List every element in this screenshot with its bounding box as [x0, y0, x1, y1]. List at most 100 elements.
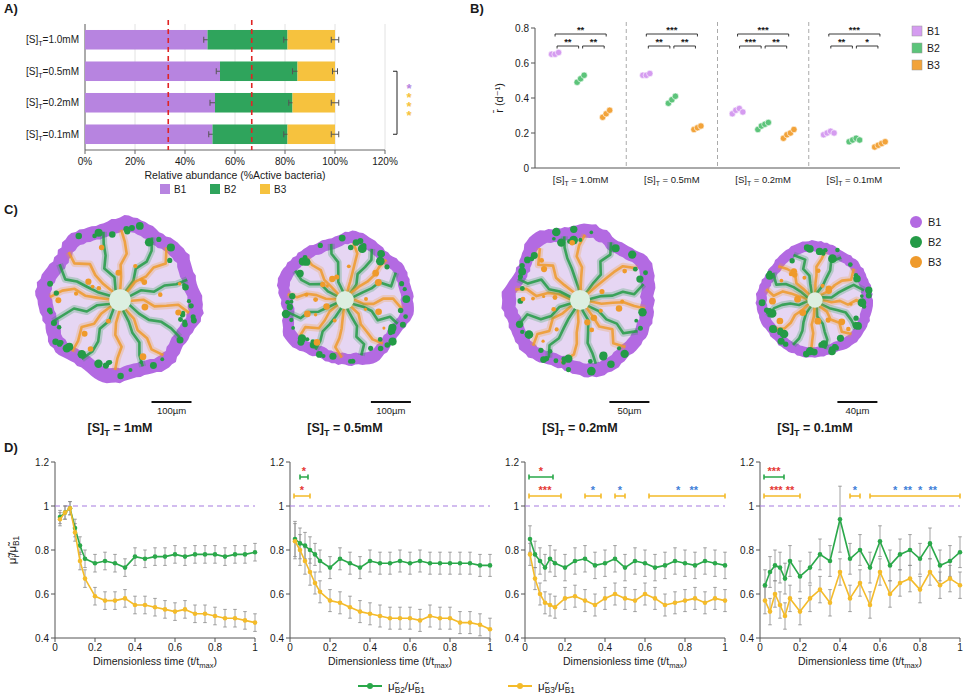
colony-cluster — [178, 282, 182, 286]
colony-cluster — [777, 318, 784, 325]
colony-cluster — [289, 318, 293, 322]
error-bar — [788, 546, 792, 577]
error-cap — [63, 506, 67, 507]
error-bar — [948, 565, 952, 591]
colony-cluster — [88, 346, 94, 352]
error-cap — [193, 605, 197, 606]
error-cap — [298, 534, 302, 535]
error-cap — [693, 552, 697, 553]
text-part: ) — [684, 655, 688, 667]
text-part: B) — [470, 1, 484, 16]
colony-cluster — [320, 282, 325, 287]
error-cap — [293, 558, 297, 559]
text-part: 0.4 — [505, 633, 519, 644]
error-cap — [468, 552, 472, 553]
text-part: [S] — [88, 421, 105, 435]
point — [828, 559, 833, 564]
tick-label: 0.6 — [740, 589, 754, 600]
point — [448, 616, 453, 621]
error-cap — [318, 580, 322, 581]
tick — [51, 462, 55, 463]
colony-cluster — [382, 327, 385, 330]
error-cap — [293, 521, 297, 522]
legend-swatch — [210, 184, 220, 194]
colony-cluster — [525, 332, 530, 337]
point — [318, 559, 323, 564]
error-cap — [143, 613, 147, 614]
error-cap — [548, 545, 552, 546]
error-bar — [478, 554, 482, 576]
point — [698, 123, 704, 129]
tick — [51, 594, 55, 595]
colony — [756, 240, 874, 358]
error-cap — [898, 596, 902, 597]
point — [303, 559, 308, 564]
error-cap — [868, 591, 872, 592]
category-label: [S]T = 0.5mM — [644, 174, 700, 187]
error-cap — [768, 624, 772, 625]
error-cap — [283, 37, 284, 43]
error-cap — [338, 131, 339, 137]
text-part: = 0.1mM — [842, 174, 882, 185]
error-cap — [388, 629, 392, 630]
text-part: 100% — [322, 156, 348, 167]
colony-cluster — [316, 351, 323, 358]
text-part: = 1mM — [110, 421, 153, 435]
tick-label: 0.2 — [515, 128, 529, 139]
category-label: [S]T=0.2mM — [26, 97, 79, 111]
point — [606, 107, 612, 113]
colony-cluster — [566, 367, 571, 372]
error-bar — [633, 590, 637, 612]
point — [348, 561, 353, 566]
colony-cluster — [531, 297, 535, 301]
text-part: *** — [539, 484, 553, 496]
tick-label: 80% — [275, 156, 295, 167]
text-part: =0.5mM — [43, 66, 79, 77]
axis-title: Relative abundance (%Active bacteria) — [145, 169, 326, 181]
colony-cluster — [291, 326, 295, 330]
colony-cluster — [520, 330, 524, 334]
error-cap — [488, 640, 492, 641]
error-cap — [338, 613, 342, 614]
error-cap — [253, 543, 257, 544]
point — [858, 581, 863, 586]
error-cap — [928, 528, 932, 529]
bar — [288, 30, 336, 50]
colony-cluster — [828, 254, 837, 263]
text-part: B2 — [224, 184, 237, 195]
error-bar — [868, 592, 872, 618]
colony-cluster — [376, 257, 385, 266]
error-bar — [213, 607, 217, 625]
error-bar — [848, 585, 852, 611]
colony-cluster — [518, 268, 526, 276]
point — [538, 592, 543, 597]
text-part: 0.8 — [270, 545, 284, 556]
colony-cluster — [91, 285, 95, 289]
error-bar — [603, 550, 607, 576]
text-part: 20% — [125, 156, 145, 167]
error-cap — [958, 572, 962, 573]
tick — [286, 506, 290, 507]
error-bar — [203, 546, 207, 564]
error-bar — [243, 546, 247, 564]
colony-cluster — [52, 338, 59, 345]
point — [563, 565, 568, 570]
axis-line — [290, 638, 490, 639]
colony-cluster — [285, 300, 290, 305]
point — [428, 614, 433, 619]
text-part: B1 — [565, 685, 576, 695]
colony-cluster — [378, 346, 383, 351]
error-cap — [888, 607, 892, 608]
point — [723, 598, 728, 603]
tick-label: 0.4 — [270, 633, 284, 644]
error-bar — [163, 548, 167, 566]
legend-swatch — [912, 60, 922, 70]
error-bar — [838, 559, 842, 585]
legend-label: B2 — [928, 236, 941, 248]
colony — [501, 224, 655, 378]
text-part: D) — [4, 440, 18, 455]
colony-center — [570, 290, 590, 310]
colony-cluster — [640, 310, 647, 317]
error-cap — [368, 602, 372, 603]
error-cap — [233, 545, 237, 546]
